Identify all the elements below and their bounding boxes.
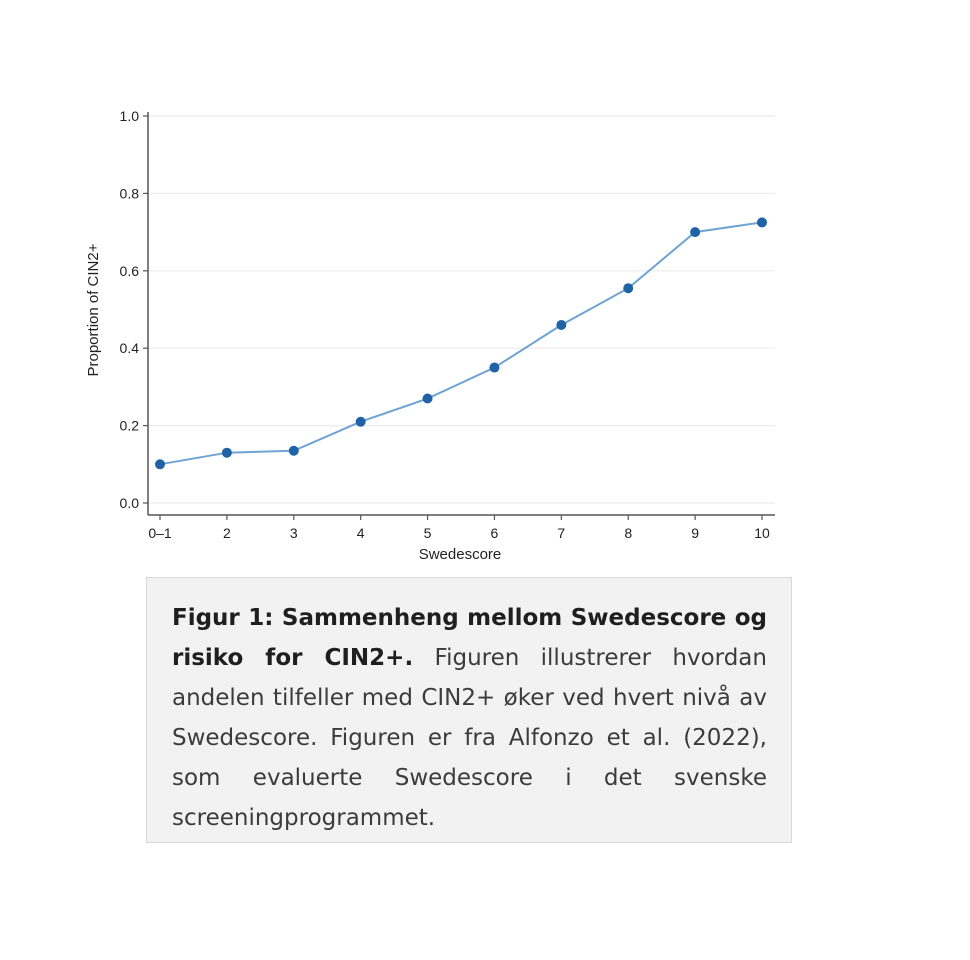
x-tick-label: 7 xyxy=(557,525,565,541)
y-axis-ticks: 0.0 0.2 0.4 0.6 0.8 1.0 xyxy=(120,108,148,511)
data-point xyxy=(422,393,433,404)
data-point xyxy=(355,416,366,427)
data-point xyxy=(288,445,299,456)
data-point xyxy=(757,217,767,228)
figure-caption-box: Figur 1: Sammenheng mellom Swedescore og… xyxy=(146,577,792,843)
series-line xyxy=(159,221,763,466)
x-axis-ticks: 0–1 2 3 4 5 6 7 8 9 10 xyxy=(148,515,770,541)
x-tick-label: 5 xyxy=(424,525,432,541)
caption-body: Figuren illustrerer hvordan andelen tilf… xyxy=(172,645,767,831)
y-tick-label: 0.4 xyxy=(120,340,140,356)
data-point xyxy=(623,283,634,294)
y-axis-label: Proportion of CIN2+ xyxy=(85,243,102,376)
figure-caption: Figur 1: Sammenheng mellom Swedescore og… xyxy=(172,598,767,838)
data-points xyxy=(155,217,767,470)
y-tick-label: 1.0 xyxy=(120,108,140,124)
data-point xyxy=(155,459,165,470)
x-axis-label: Swedescore xyxy=(419,546,502,563)
x-tick-label: 8 xyxy=(624,525,632,541)
x-tick-label: 2 xyxy=(223,525,231,541)
data-point xyxy=(690,227,701,238)
y-tick-label: 0.2 xyxy=(120,418,140,434)
line-chart: 0.0 0.2 0.4 0.6 0.8 1.0 0–1 2 3 4 5 6 7 8 9 10 Swedesc… xyxy=(85,108,775,563)
x-tick-label: 10 xyxy=(754,525,770,541)
data-point xyxy=(556,319,567,330)
caption-title: Figur 1: Sammenheng mellom Swedescore og… xyxy=(172,605,767,671)
x-tick-label: 9 xyxy=(691,525,699,541)
data-point xyxy=(221,447,232,458)
gridlines xyxy=(148,115,775,504)
data-point xyxy=(489,362,500,373)
x-tick-label: 6 xyxy=(491,525,499,541)
x-tick-label: 0–1 xyxy=(148,525,172,541)
y-tick-label: 0.0 xyxy=(120,495,140,511)
x-tick-label: 4 xyxy=(357,525,365,541)
y-tick-label: 0.8 xyxy=(120,185,140,201)
y-tick-label: 0.6 xyxy=(120,263,140,279)
x-tick-label: 3 xyxy=(290,525,298,541)
